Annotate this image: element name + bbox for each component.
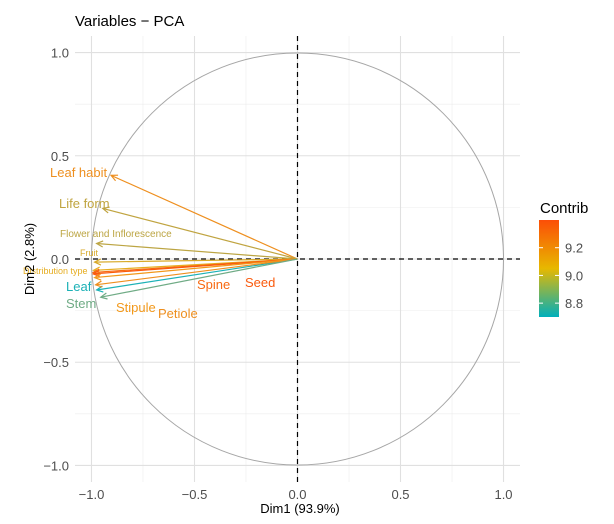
y-tick-label: 0.0	[51, 252, 69, 267]
x-tick-label: −0.5	[182, 487, 208, 502]
label-fruit: Fruit	[80, 248, 98, 258]
y-tick-label: −1.0	[43, 458, 69, 473]
label-spine: Spine	[197, 277, 230, 292]
correlation-circle	[90, 52, 505, 466]
contrib-legend: Contrib 8.8 9.0 9.2	[539, 200, 588, 317]
label-stem: Stem	[66, 296, 96, 311]
x-tick-label: 1.0	[494, 487, 512, 502]
variable-arrows	[91, 174, 298, 300]
label-distribution-type: Distribution type	[23, 266, 88, 276]
label-life-form: Life form	[59, 196, 110, 211]
label-leaf: Leaf	[66, 279, 92, 294]
arrow-stem	[99, 258, 298, 300]
arrow-leaf	[95, 258, 298, 293]
x-tick-label: 0.5	[391, 487, 409, 502]
legend-tick-label: 9.2	[565, 241, 583, 256]
label-petiole: Petiole	[158, 306, 198, 321]
y-tick-label: −0.5	[43, 355, 69, 370]
arrow-stipule	[93, 258, 298, 281]
y-tick-label: 0.5	[51, 149, 69, 164]
y-tick-label: 1.0	[51, 46, 69, 61]
legend-title: Contrib	[540, 200, 588, 217]
arrow-leaf-habit	[109, 174, 298, 260]
arrow-fruit	[93, 258, 298, 266]
arrow-petiole	[94, 258, 298, 288]
x-tick-label: −1.0	[79, 487, 105, 502]
legend-tick-label: 9.0	[565, 268, 583, 283]
label-seed: Seed	[245, 275, 275, 290]
legend-colorbar	[539, 220, 559, 317]
arrow-life-form	[101, 206, 298, 260]
label-flower-and-inflorescence: Flower and Inflorescence	[60, 229, 172, 240]
axes	[75, 36, 520, 482]
x-axis-title: Dim1 (93.9%)	[260, 501, 339, 516]
arrow-flower-and-inflorescence	[95, 240, 298, 260]
x-tick-label: 0.0	[288, 487, 306, 502]
label-leaf-habit: Leaf habit	[50, 165, 107, 180]
y-axis-title: Dim2 (2.8%)	[22, 223, 37, 295]
legend-tick-label: 8.8	[565, 296, 583, 311]
label-stipule: Stipule	[116, 300, 156, 315]
chart-title: Variables − PCA	[75, 13, 184, 30]
variable-labels: Leaf habit Life form Flower and Infloresce…	[23, 165, 275, 321]
tick-labels: −1.0 −0.5 0.0 0.5 1.0 −1.0 −0.5 0.0 0.5 1.0	[43, 46, 512, 502]
